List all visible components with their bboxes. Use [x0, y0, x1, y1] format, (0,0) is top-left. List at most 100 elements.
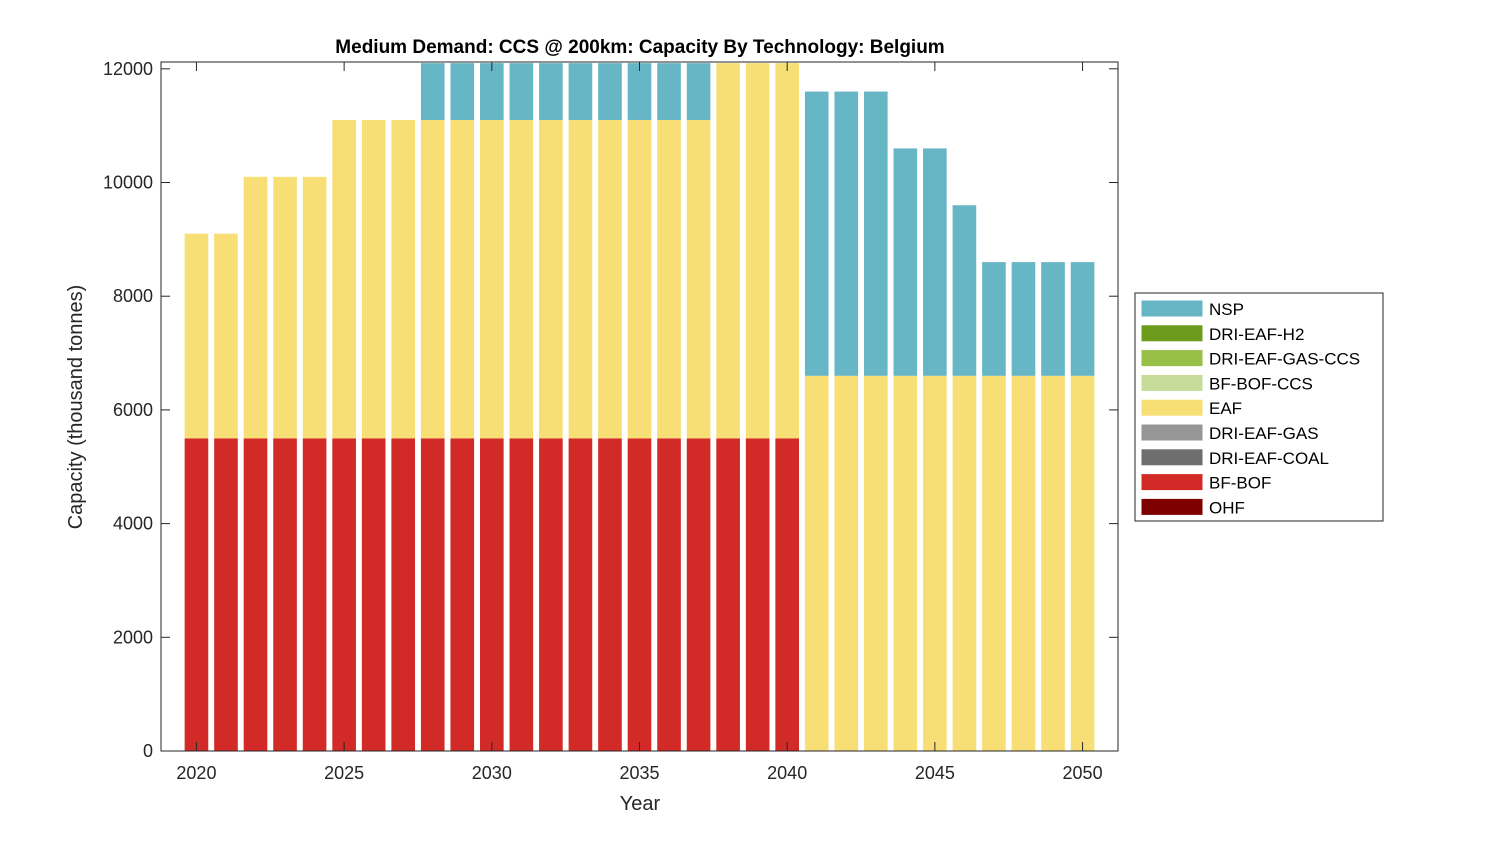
legend-swatch-dri-eaf-coal [1140, 448, 1204, 467]
y-tick-label: 6000 [113, 400, 153, 420]
bar-bf-bof-2037 [686, 438, 711, 751]
bar-bf-bof-2031 [509, 438, 534, 751]
bar-nsp-2045 [923, 148, 947, 376]
bar-bf-bof-2033 [568, 438, 593, 751]
bar-eaf-2027 [391, 119, 416, 439]
x-tick-label: 2040 [767, 763, 807, 783]
bar-bf-bof-2027 [391, 438, 416, 751]
y-tick-label: 2000 [113, 627, 153, 647]
axes-group: 2020 2025 2030 2035 2040 2045 2050 0 2000 4000 600… [103, 59, 1118, 783]
y-axis-label: Capacity (thousand tonnes) [65, 285, 87, 530]
x-tick-label: 2035 [619, 763, 659, 783]
y-tick-label: 12000 [103, 59, 153, 79]
x-axis-label: Year [620, 793, 661, 815]
bar-eaf-2025 [332, 119, 356, 439]
bar-bf-bof-2036 [657, 438, 681, 751]
legend-label-nsp: NSP [1209, 300, 1244, 319]
bar-bf-bof-2025 [332, 438, 356, 751]
legend-swatch-dri-eaf-gas-ccs [1140, 349, 1204, 368]
bar-eaf-2028 [420, 119, 445, 439]
legend-label-dri-eaf-gas-ccs: DRI-EAF-GAS-CCS [1209, 350, 1360, 369]
bar-eaf-2038 [716, 63, 740, 439]
bar-eaf-2033 [568, 119, 593, 439]
legend-label-dri-eaf-h2: DRI-EAF-H2 [1209, 325, 1304, 344]
chart-title: Medium Demand: CCS @ 200km: Capacity By … [335, 37, 944, 58]
bar-nsp-2029 [450, 63, 475, 120]
bar-eaf-2045 [923, 375, 947, 751]
bar-bf-bof-2023 [273, 438, 297, 751]
bar-eaf-2021 [214, 233, 238, 439]
legend-swatch-bf-bof [1140, 473, 1204, 492]
bar-bf-bof-2040 [775, 438, 799, 751]
legend-label-dri-eaf-gas: DRI-EAF-GAS [1209, 424, 1319, 443]
bar-eaf-2031 [509, 119, 534, 439]
x-tick-label: 2045 [915, 763, 955, 783]
bar-bf-bof-2039 [745, 438, 770, 751]
bar-eaf-2034 [598, 119, 622, 439]
bar-bf-bof-2026 [361, 438, 386, 751]
bar-nsp-2041 [804, 91, 829, 376]
bar-eaf-2020 [184, 233, 209, 439]
y-tick-label: 0 [143, 741, 153, 761]
bar-nsp-2034 [598, 63, 622, 120]
bar-bf-bof-2022 [243, 438, 268, 751]
bar-nsp-2048 [1011, 262, 1036, 376]
bar-nsp-2044 [893, 148, 918, 376]
bar-bf-bof-2024 [302, 438, 327, 751]
bar-nsp-2035 [627, 63, 652, 120]
x-tick-label: 2030 [472, 763, 512, 783]
legend-label-ohf: OHF [1209, 498, 1245, 517]
bar-eaf-2026 [361, 119, 386, 439]
legend-label-dri-eaf-coal: DRI-EAF-COAL [1209, 449, 1329, 468]
bar-eaf-2049 [1041, 375, 1065, 751]
bar-eaf-2047 [982, 375, 1006, 751]
bar-nsp-2037 [686, 63, 711, 120]
bar-nsp-2031 [509, 63, 534, 120]
bar-nsp-2043 [863, 91, 888, 376]
bar-nsp-2046 [952, 205, 977, 376]
legend-swatch-nsp [1140, 299, 1204, 318]
bar-eaf-2035 [627, 119, 652, 439]
y-tick-label: 8000 [113, 286, 153, 306]
bar-nsp-2050 [1070, 262, 1095, 376]
bar-eaf-2022 [243, 176, 268, 439]
bar-eaf-2023 [273, 176, 297, 439]
legend-swatch-bf-bof-ccs [1140, 373, 1204, 392]
bar-bf-bof-2021 [214, 438, 238, 751]
bar-bf-bof-2028 [420, 438, 445, 751]
bar-bf-bof-2029 [450, 438, 475, 751]
legend-label-bf-bof-ccs: BF-BOF-CCS [1209, 374, 1313, 393]
bar-nsp-2036 [657, 63, 681, 120]
bar-eaf-2030 [480, 119, 504, 439]
bar-eaf-2032 [539, 119, 563, 439]
bar-eaf-2046 [952, 375, 977, 751]
bar-eaf-2043 [863, 375, 888, 751]
legend-label-bf-bof: BF-BOF [1209, 474, 1271, 493]
bar-eaf-2042 [834, 375, 859, 751]
bar-eaf-2048 [1011, 375, 1036, 751]
legend-swatch-ohf [1140, 497, 1204, 516]
bar-bf-bof-2038 [716, 438, 740, 751]
bar-nsp-2042 [834, 91, 859, 376]
x-tick-label: 2020 [176, 763, 216, 783]
bar-bf-bof-2035 [627, 438, 652, 751]
bar-bf-bof-2030 [480, 438, 504, 751]
bar-eaf-2036 [657, 119, 681, 439]
bar-bf-bof-2020 [184, 438, 209, 751]
bar-eaf-2037 [686, 119, 711, 439]
bars-group [184, 63, 1095, 751]
legend-label-eaf: EAF [1209, 399, 1242, 418]
bar-nsp-2032 [539, 63, 563, 120]
legend-swatch-dri-eaf-h2 [1140, 324, 1204, 343]
bar-nsp-2030 [480, 63, 504, 120]
bar-nsp-2028 [420, 63, 445, 120]
y-tick-label: 10000 [103, 173, 153, 193]
bar-nsp-2047 [982, 262, 1006, 376]
legend: NSP DRI-EAF-H2 DRI-EAF-GAS-CCS BF-BOF-CCS EA… [1134, 292, 1384, 522]
bar-nsp-2049 [1041, 262, 1065, 376]
legend-swatch-dri-eaf-gas [1140, 423, 1204, 442]
bar-eaf-2024 [302, 176, 327, 439]
bar-eaf-2041 [804, 375, 829, 751]
bar-eaf-2040 [775, 63, 799, 439]
